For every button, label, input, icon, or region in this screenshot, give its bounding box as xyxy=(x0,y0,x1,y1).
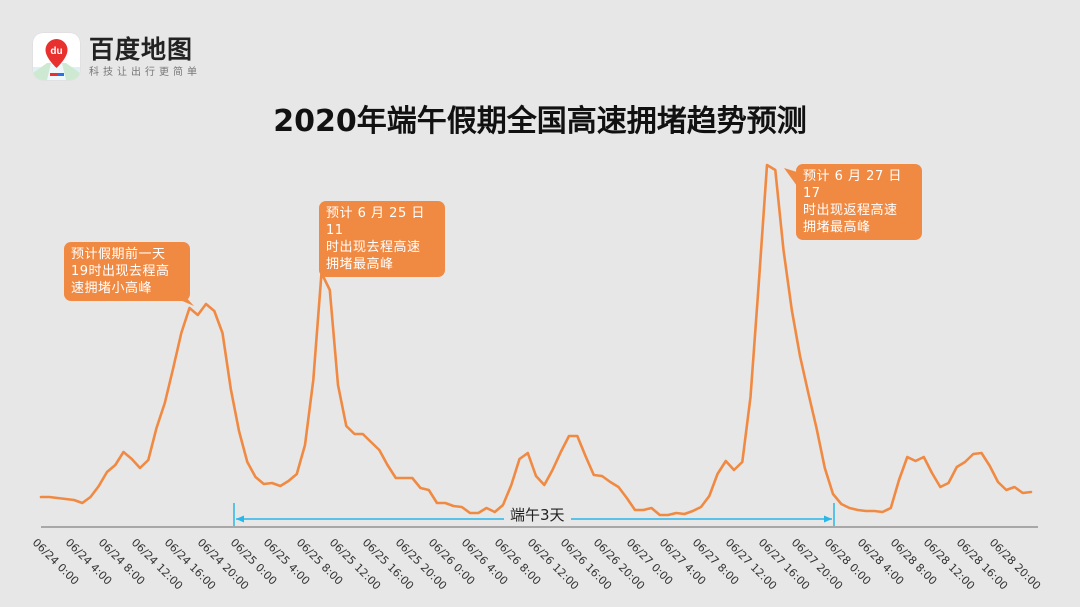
callout-return-peak: 预计 6 月 27 日 17 时出现返程高速 拥堵最高峰 xyxy=(796,164,922,240)
holiday-range-label: 端午3天 xyxy=(504,505,571,525)
callout-outbound-peak: 预计 6 月 25 日 11 时出现去程高速 拥堵最高峰 xyxy=(319,201,445,277)
brand-name: 百度地图 xyxy=(89,34,194,64)
baidu-map-pin-icon: du xyxy=(33,33,80,80)
brand-slogan: 科技让出行更简单 xyxy=(89,66,201,78)
congestion-trend-line xyxy=(39,163,1033,517)
chart-title: 2020年端午假期全国高速拥堵趋势预测 xyxy=(273,104,807,139)
svg-text:du: du xyxy=(50,46,62,57)
callout-pre-holiday: 预计假期前一天 19时出现去程高 速拥堵小高峰 xyxy=(64,242,190,301)
callout-tails xyxy=(166,168,797,306)
brand-logo: du 百度地图 科技让出行更简单 xyxy=(33,33,201,80)
